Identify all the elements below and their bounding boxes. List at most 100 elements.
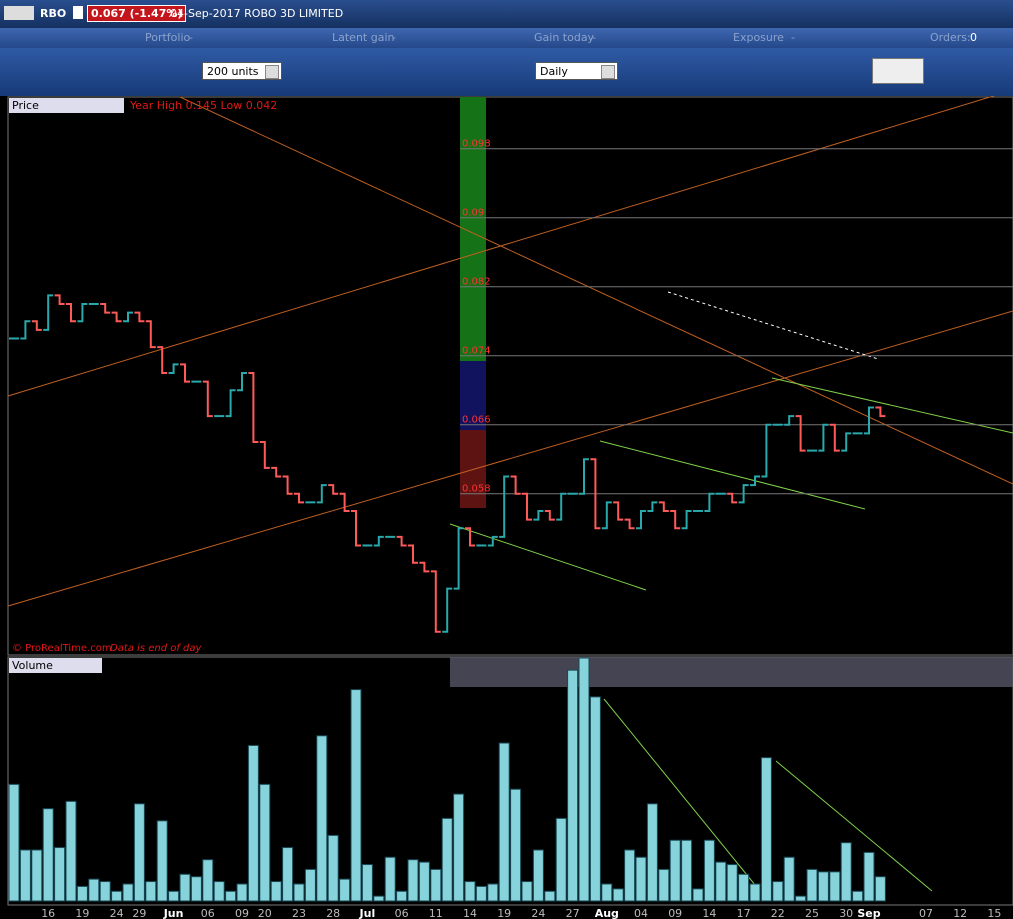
price-bar: [579, 458, 589, 495]
volume-bar: [361, 864, 373, 902]
level-label: 0.09: [462, 208, 484, 219]
price-bar: [750, 475, 760, 487]
volume-bar: [316, 735, 328, 902]
summary-label: Portfolio: [145, 31, 191, 44]
price-title: Price: [12, 99, 39, 112]
price-bar: [339, 492, 350, 512]
price-bar: [453, 527, 464, 590]
price-bar: [829, 423, 840, 452]
volume-bar: [726, 864, 738, 902]
volume-bar: [339, 878, 351, 902]
summary-value: -: [392, 31, 396, 44]
x-tick-label: Aug: [595, 907, 619, 919]
volume-bar: [738, 873, 750, 902]
volume-bar: [122, 883, 134, 902]
volume-bar: [213, 881, 225, 902]
price-bar: [408, 544, 418, 564]
x-tick-label: 04: [634, 907, 648, 919]
year-range: Year High 0.145 Low 0.042: [129, 99, 277, 112]
x-tick-label: 27: [566, 907, 580, 919]
period-select[interactable]: Daily: [535, 62, 618, 80]
volume-bar: [772, 881, 784, 902]
volume-bar: [350, 689, 362, 902]
price-bar: [670, 509, 681, 530]
volume-bar: [373, 895, 385, 902]
price-bar: [31, 320, 42, 331]
info-icon[interactable]: [73, 6, 83, 19]
volume-bar: [692, 888, 704, 902]
price-bar: [66, 302, 76, 323]
x-tick-label: 14: [463, 907, 477, 919]
level-label: 0.074: [462, 346, 491, 357]
volume-bar: [76, 885, 88, 902]
volume-bar: [54, 847, 66, 902]
volume-bar: [760, 757, 772, 902]
volume-bar: [555, 817, 567, 902]
price-bar: [613, 501, 624, 521]
price-bar: [123, 311, 133, 323]
volume-bar: [407, 859, 419, 902]
x-tick-label: 06: [395, 907, 409, 919]
panel-header: [9, 658, 102, 673]
price-bar: [875, 406, 886, 418]
level-label: 0.098: [462, 139, 491, 150]
volume-bar: [304, 868, 316, 902]
price-bar: [100, 302, 111, 314]
price-bar: [157, 346, 168, 374]
price-bar: [259, 440, 270, 469]
volume-bar: [863, 851, 875, 902]
price-bar: [761, 423, 772, 478]
chart-icon[interactable]: [4, 6, 34, 20]
x-tick-label: 22: [771, 907, 785, 919]
volume-bar: [190, 876, 202, 902]
price-bar: [681, 509, 692, 530]
volume-bar: [202, 859, 214, 902]
level-label: 0.082: [462, 277, 491, 288]
volume-bar: [282, 847, 294, 902]
price-bar: [442, 587, 453, 633]
price-bar: [590, 458, 601, 530]
volume-bar: [19, 849, 31, 902]
volume-bar: [874, 876, 886, 902]
volume-bar: [783, 856, 795, 902]
x-tick-label: Sep: [857, 907, 880, 919]
x-tick-label: 11: [429, 907, 443, 919]
volume-bar: [715, 861, 727, 902]
volume-bar: [396, 890, 408, 902]
x-tick-label: 15: [987, 907, 1001, 919]
price-bar: [487, 535, 498, 547]
quantity-select[interactable]: 200 units: [202, 62, 282, 80]
indicator-button[interactable]: [872, 58, 924, 84]
x-tick-label: 17: [737, 907, 751, 919]
x-tick-label: 20: [258, 907, 272, 919]
volume-bar: [703, 839, 715, 902]
summary-value: 0: [970, 31, 977, 44]
volume-title: Volume: [12, 659, 53, 672]
price-bar: [784, 415, 795, 426]
price-bar: [328, 484, 339, 495]
volume-bar: [510, 788, 522, 902]
volume-bar: [156, 820, 168, 902]
price-bar: [704, 492, 715, 512]
volume-bar: [168, 890, 180, 902]
x-tick-label: 19: [497, 907, 511, 919]
price-bar: [134, 311, 145, 323]
price-bar: [248, 371, 259, 443]
volume-bar: [270, 881, 282, 902]
volume-bar: [441, 817, 453, 902]
volume-bar: [475, 885, 487, 902]
price-bar: [533, 509, 544, 521]
x-tick-label: Jul: [359, 907, 376, 919]
trendline: [7, 96, 996, 397]
price-bar: [145, 320, 156, 349]
volume-bar: [658, 868, 670, 902]
volume-bar: [31, 849, 43, 902]
volume-bar: [578, 657, 590, 902]
title-bar: RBO 0.067 (-1.47%) 04-Sep-2017 ROBO 3D L…: [0, 0, 1013, 28]
volume-bar: [749, 883, 761, 902]
price-bar: [510, 475, 521, 495]
quantity: 200 units: [207, 65, 259, 78]
price-bar: [54, 294, 65, 305]
summary-value: -: [592, 31, 596, 44]
quote: 0.067 (-1.47%): [87, 5, 187, 22]
